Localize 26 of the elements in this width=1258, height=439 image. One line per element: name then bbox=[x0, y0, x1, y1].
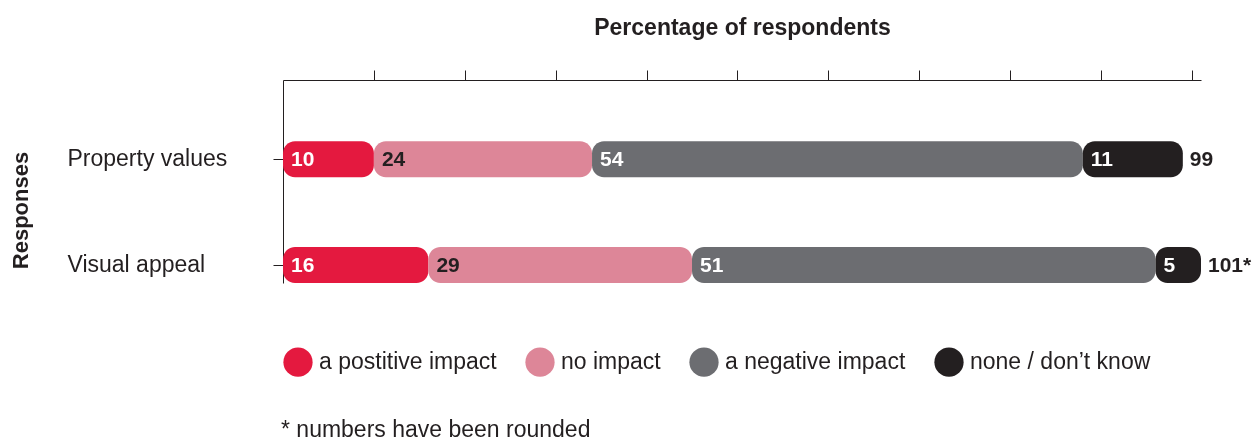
bar bbox=[692, 247, 1156, 283]
data-label: 11 bbox=[1090, 147, 1114, 171]
bar bbox=[373, 141, 593, 178]
data-label: 24 bbox=[381, 147, 406, 171]
bar bbox=[283, 141, 374, 178]
y-axis-title: Responses bbox=[7, 151, 33, 270]
bar bbox=[592, 141, 1083, 178]
data-label: 16 bbox=[291, 253, 315, 277]
bar bbox=[1082, 141, 1183, 178]
text: * numbers have been rounded bbox=[281, 416, 591, 439]
legend-label: none / don’t know bbox=[970, 348, 1151, 375]
data-label: 51 bbox=[700, 253, 724, 277]
y-tick-label: Visual appeal bbox=[67, 251, 206, 278]
data-label: 54 bbox=[600, 147, 624, 171]
total-label: 101* bbox=[1208, 253, 1253, 277]
legend-label: a negative impact bbox=[725, 348, 906, 375]
y-tick-label: Property values bbox=[67, 145, 228, 172]
data-label: 10 bbox=[291, 147, 315, 171]
legend-label: no impact bbox=[561, 348, 662, 375]
legend-label: a postitive impact bbox=[319, 348, 498, 375]
data-label: 5 bbox=[1163, 253, 1176, 277]
total-label: 99 bbox=[1189, 147, 1214, 171]
x-axis-title: Percentage of respondents bbox=[594, 14, 891, 40]
bar bbox=[428, 247, 693, 283]
data-label: 29 bbox=[436, 253, 460, 277]
bar bbox=[283, 247, 429, 283]
